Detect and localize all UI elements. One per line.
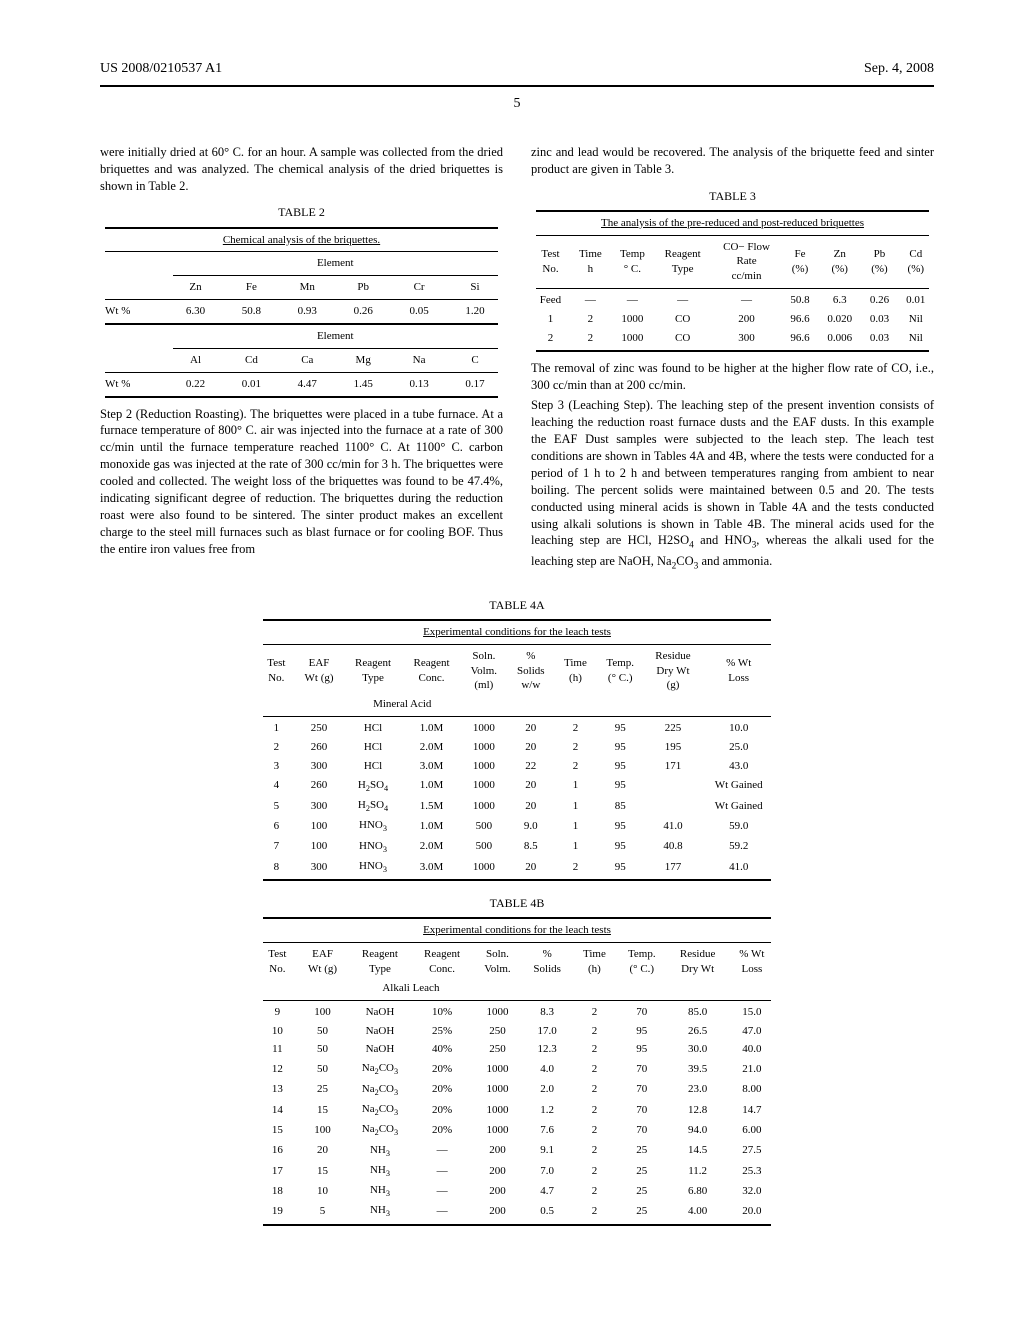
table4b-caption: TABLE 4B (258, 895, 775, 911)
page-number: 5 (100, 95, 934, 114)
left-para-2: Step 2 (Reduction Roasting). The briquet… (100, 406, 503, 558)
table2-group1: Element (168, 254, 503, 273)
table2: Chemical analysis of the briquettes. Ele… (100, 225, 503, 400)
pub-number: US 2008/0210537 A1 (100, 60, 222, 79)
table4b: Experimental conditions for the leach te… (258, 915, 775, 1227)
right-para-2: The removal of zinc was found to be high… (531, 360, 934, 394)
two-column-body: were initially dried at 60° C. for an ho… (100, 144, 934, 577)
patent-page: US 2008/0210537 A1 Sep. 4, 2008 5 were i… (0, 0, 1024, 1320)
table2-title: Chemical analysis of the briquettes. (100, 231, 503, 250)
right-column: zinc and lead would be recovered. The an… (531, 144, 934, 577)
page-header: US 2008/0210537 A1 Sep. 4, 2008 (100, 60, 934, 79)
pub-date: Sep. 4, 2008 (864, 60, 934, 79)
table2-row1: Wt % 6.30 50.8 0.93 0.26 0.05 1.20 (100, 302, 503, 321)
left-para-1: were initially dried at 60° C. for an ho… (100, 144, 503, 195)
right-para-1: zinc and lead would be recovered. The an… (531, 144, 934, 178)
header-rule (100, 85, 934, 87)
right-para-3: Step 3 (Leaching Step). The leaching ste… (531, 397, 934, 572)
table3-caption: TABLE 3 (531, 188, 934, 204)
left-column: were initially dried at 60° C. for an ho… (100, 144, 503, 562)
table2-caption: TABLE 2 (100, 204, 503, 220)
table2-row2: Wt % 0.22 0.01 4.47 1.45 0.13 0.17 (100, 375, 503, 394)
table2-head2: Al Cd Ca Mg Na C (100, 351, 503, 370)
table2-head1: Zn Fe Mn Pb Cr Si (100, 278, 503, 297)
table4a-caption: TABLE 4A (258, 597, 775, 613)
table2-group2: Element (168, 327, 503, 346)
table3: The analysis of the pre-reduced and post… (531, 208, 934, 354)
wide-tables: TABLE 4A Experimental conditions for the… (100, 577, 934, 1228)
table4a: Experimental conditions for the leach te… (258, 617, 775, 883)
